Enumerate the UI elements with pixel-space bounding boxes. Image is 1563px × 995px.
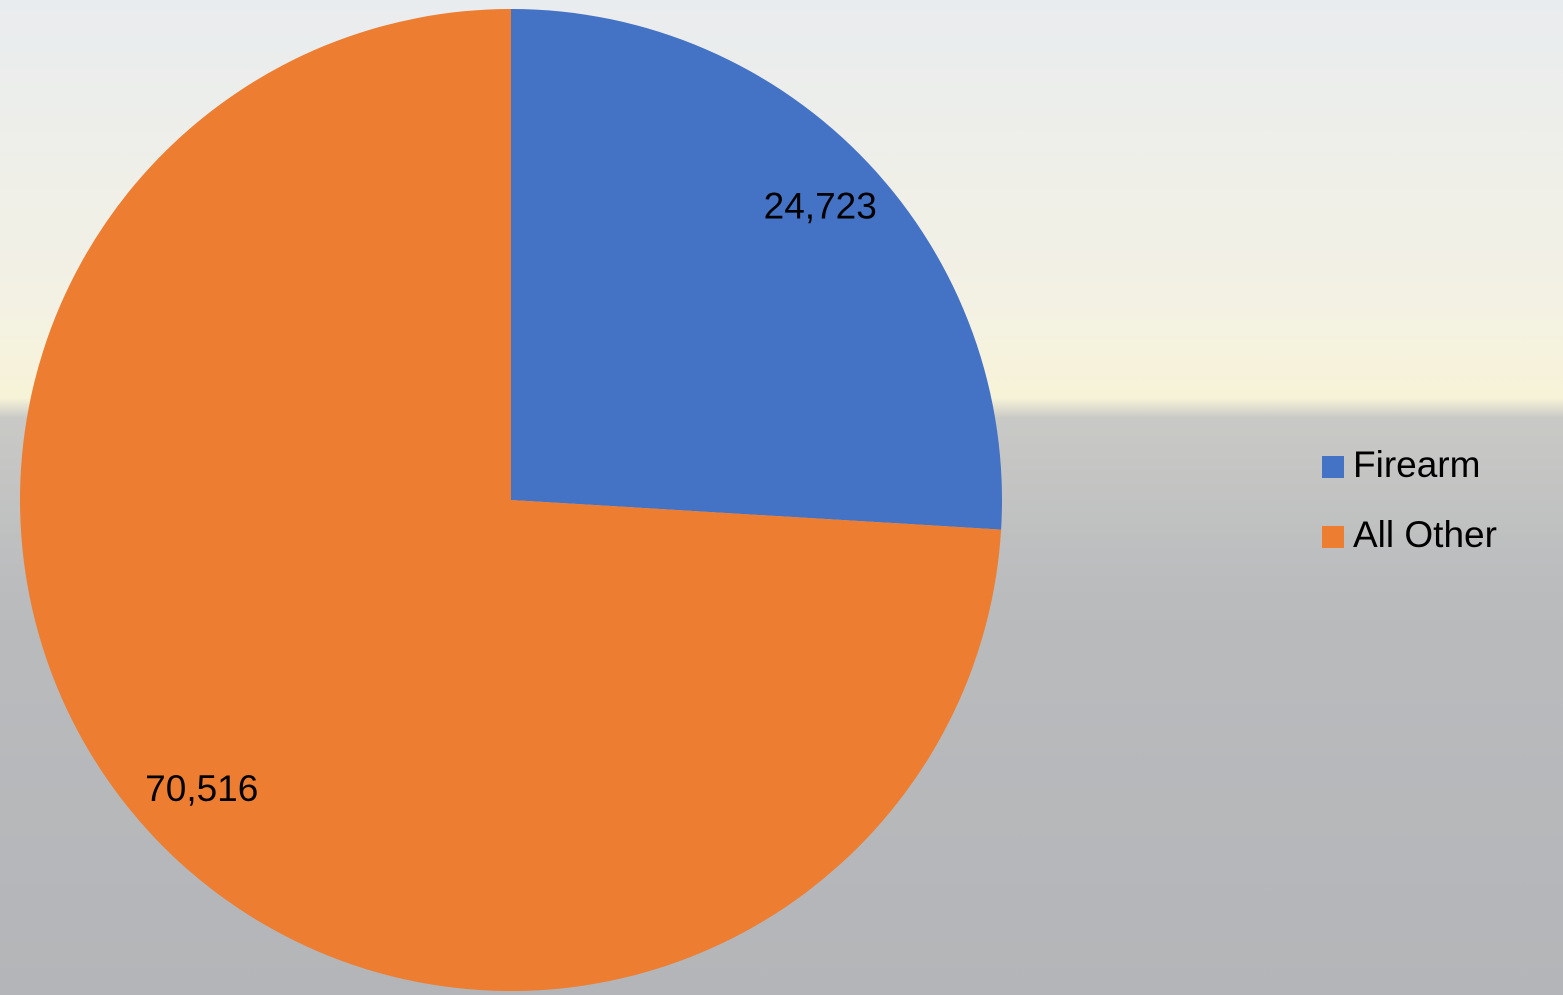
legend-label: All Other	[1353, 514, 1497, 555]
chart: 24,723 70,516 Firearm All Other	[0, 0, 1563, 995]
page: 24,72370,516 FirearmAll Other (() => { c…	[0, 0, 1563, 995]
legend-swatch	[1322, 456, 1344, 478]
legend-label: Firearm	[1353, 444, 1480, 485]
data-label: 24,723	[764, 186, 877, 227]
data-label: 70,516	[145, 768, 258, 809]
pie: 24,723 70,516	[20, 9, 1002, 991]
legend-swatch	[1322, 526, 1344, 548]
